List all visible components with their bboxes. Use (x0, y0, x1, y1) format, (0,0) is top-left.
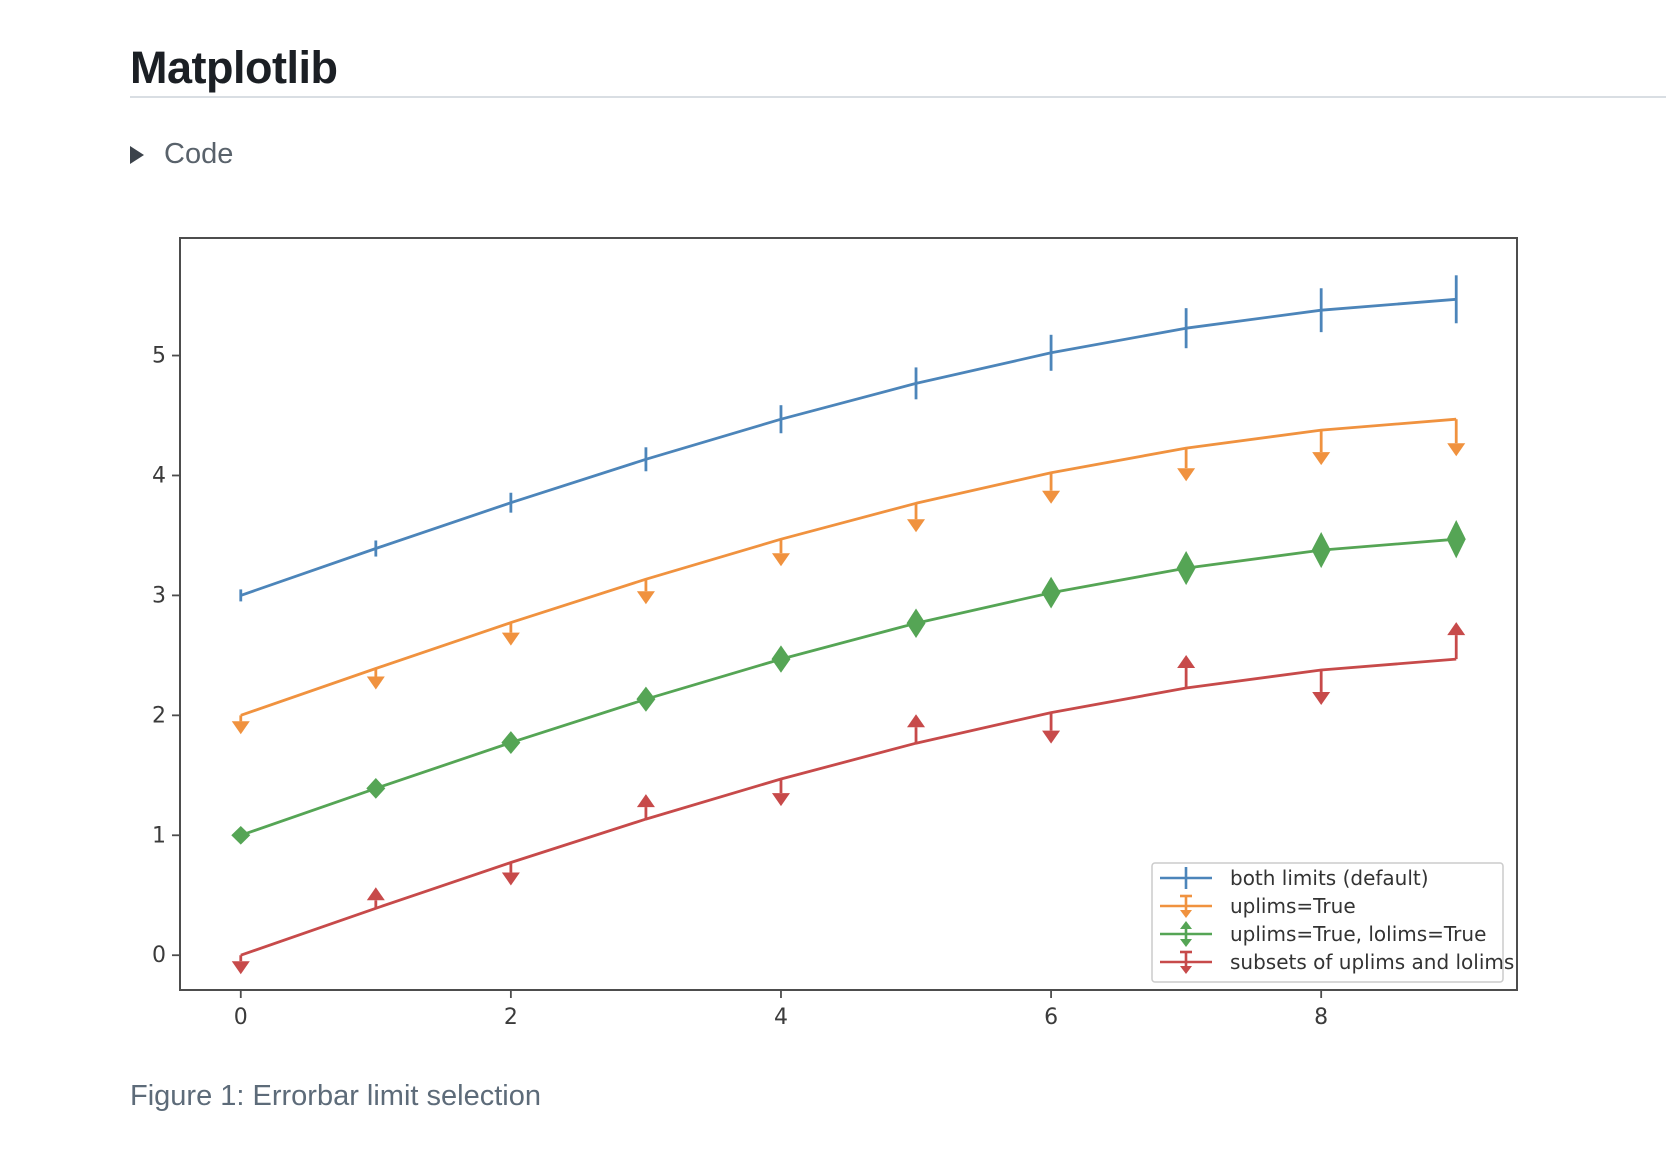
double-limit-marker (636, 686, 656, 712)
double-limit-marker (1041, 576, 1061, 609)
series-0 (239, 275, 1458, 602)
double-limit-marker (1446, 520, 1466, 559)
uplim-arrow (907, 519, 926, 533)
x-tick-label: 0 (234, 1005, 248, 1030)
lolim-arrow (636, 794, 655, 808)
series-line (240, 417, 1457, 717)
uplim-arrow (771, 793, 790, 807)
double-limit-marker (231, 826, 251, 845)
uplim-arrow (1042, 490, 1061, 504)
uplim-arrow (1177, 468, 1196, 482)
code-toggle[interactable]: Code (130, 138, 233, 171)
series-line (240, 297, 1457, 597)
uplim-arrow (366, 676, 385, 690)
series-line (240, 657, 1457, 957)
y-tick-label: 2 (152, 703, 166, 728)
double-limit-marker (906, 608, 926, 638)
page-title: Matplotlib (130, 42, 338, 94)
code-toggle-label: Code (164, 138, 234, 170)
uplim-arrow (1447, 443, 1466, 457)
lolim-arrow (907, 714, 926, 728)
axes-frame (179, 237, 1518, 991)
errorbar-chart-svg: 0 2 4 6 8 0 1 2 3 4 5 both limits (default) uplims=T… (152, 237, 1518, 1030)
lolim-arrow (1447, 622, 1466, 636)
figure-caption: Figure 1: Errorbar limit selection (130, 1080, 541, 1112)
uplim-arrow (771, 553, 790, 567)
x-tick-label: 4 (774, 1005, 788, 1030)
uplim-arrow (1312, 452, 1331, 466)
uplim-arrow (501, 872, 520, 886)
y-tick-label: 4 (152, 463, 166, 488)
y-tick-label: 1 (152, 823, 166, 848)
series-line (240, 537, 1457, 837)
y-tick-label: 3 (152, 583, 166, 608)
x-tick-label: 8 (1314, 1005, 1328, 1030)
double-limit-marker (1176, 551, 1196, 586)
uplim-arrow (231, 961, 250, 975)
legend-label: both limits (default) (1230, 866, 1429, 890)
double-limit-marker (366, 778, 386, 799)
uplim-arrow (636, 591, 655, 605)
y-tick-label: 0 (152, 943, 166, 968)
uplim-arrow (501, 632, 520, 646)
legend: both limits (default) uplims=True uplims=T… (1151, 862, 1514, 983)
double-limit-marker (1311, 532, 1331, 569)
x-tick-label: 2 (504, 1005, 518, 1030)
y-axis: 0 1 2 3 4 5 (152, 344, 180, 968)
uplim-arrow (231, 721, 250, 735)
series-2 (231, 520, 1466, 845)
double-limit-marker (501, 731, 521, 754)
series-1 (231, 417, 1466, 735)
lolim-arrow (1177, 655, 1196, 668)
figure: 0 2 4 6 8 0 1 2 3 4 5 both limits (default) uplims=T… (130, 215, 1550, 1035)
triangle-right-icon (130, 145, 144, 164)
uplim-arrow (1042, 730, 1061, 744)
x-axis: 0 2 4 6 8 (234, 990, 1328, 1030)
legend-label: subsets of uplims and lolims (1230, 950, 1514, 974)
lolim-arrow (366, 887, 385, 901)
series-3 (231, 622, 1466, 975)
y-tick-label: 5 (152, 344, 166, 369)
title-divider (130, 96, 1666, 98)
double-limit-marker (771, 645, 791, 673)
x-tick-label: 6 (1044, 1005, 1058, 1030)
uplim-arrow (1312, 692, 1331, 705)
legend-label: uplims=True (1230, 894, 1356, 918)
legend-label: uplims=True, lolims=True (1230, 922, 1486, 946)
